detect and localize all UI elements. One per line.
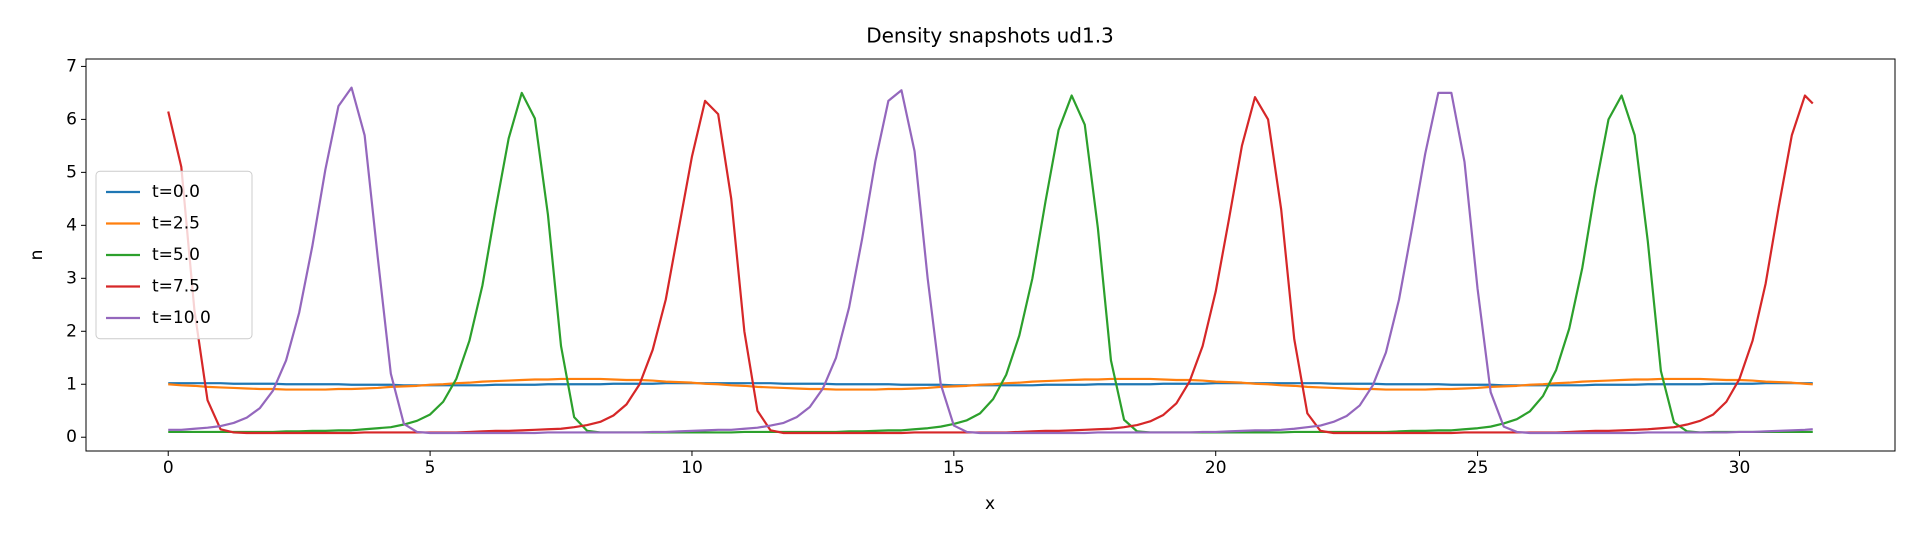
series-line [168, 377, 1813, 391]
legend-label: t=10.0 [152, 308, 211, 328]
series-line [168, 86, 1813, 435]
series-line [168, 91, 1813, 434]
x-tick-label: 0 [163, 458, 174, 478]
y-axis-label: n [27, 250, 47, 261]
y-tick-label: 0 [66, 427, 77, 447]
x-tick-label: 25 [1467, 458, 1489, 478]
x-axis-label: x [985, 494, 995, 514]
legend-label: t=0.0 [152, 182, 200, 202]
legend-box [95, 170, 253, 340]
chart-title: Density snapshots ud1.3 [866, 24, 1114, 48]
x-tick-label: 30 [1729, 458, 1751, 478]
x-tick-label: 15 [943, 458, 965, 478]
y-tick-label: 3 [66, 268, 77, 288]
legend: t=0.0 t=2.5 t=5.0 t=7.5 t=10.0 [95, 170, 253, 340]
y-tick-label: 1 [66, 374, 77, 394]
legend-label: t=5.0 [152, 245, 200, 265]
x-tick-label: 20 [1205, 458, 1227, 478]
plot-frame [85, 58, 1896, 452]
y-tick-label: 2 [66, 321, 77, 341]
y-tick-label: 5 [66, 162, 77, 182]
x-tick-label: 10 [681, 458, 703, 478]
legend-label: t=2.5 [152, 214, 200, 234]
y-tick-label: 4 [66, 215, 77, 235]
y-tick-label: 7 [66, 56, 77, 76]
legend-label: t=7.5 [152, 277, 200, 297]
y-tick-label: 6 [66, 109, 77, 129]
x-tick-label: 5 [425, 458, 436, 478]
